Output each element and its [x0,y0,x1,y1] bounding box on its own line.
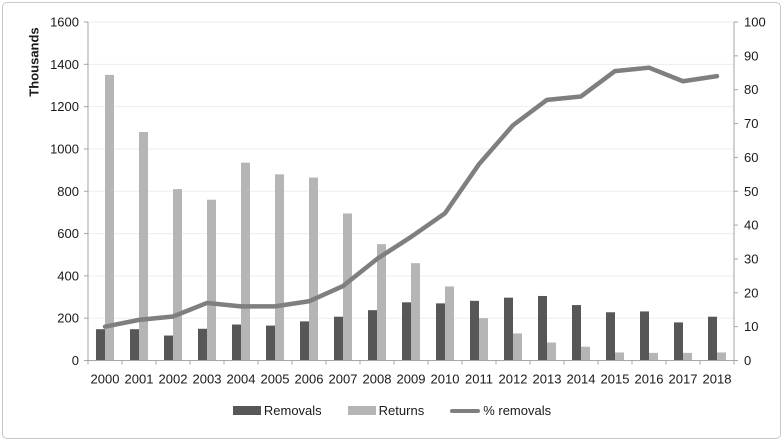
right-axis-tick-label: 90 [744,48,758,63]
right-axis-tick-label: 60 [744,150,758,165]
x-axis-label: 2010 [431,372,460,387]
bar-returns-2003 [207,199,216,361]
left-axis-tick-label: 1400 [50,57,79,72]
bar-removals-2006 [300,321,309,361]
right-axis-tick-label: 100 [744,15,766,30]
bar-returns-2014 [581,346,590,361]
legend-item-percent-removals: % removals [450,403,551,418]
bar-returns-2012 [513,333,522,361]
bar-returns-2013 [547,342,556,361]
removals-swatch-icon [232,406,261,415]
bar-removals-2016 [640,311,649,361]
x-axis-label: 2001 [125,372,154,387]
bar-returns-2017 [683,352,692,361]
bar-removals-2011 [470,300,479,361]
x-axis-label: 2008 [363,372,392,387]
right-axis-tick-label: 30 [744,251,758,266]
x-axis-label: 2017 [669,372,698,387]
right-axis-tick-label: 40 [744,218,758,233]
bar-returns-2018 [717,352,726,361]
bar-removals-2012 [504,297,513,361]
bar-removals-2001 [130,329,139,361]
bar-returns-2015 [615,352,624,361]
bar-removals-2017 [674,322,683,361]
bar-returns-2016 [649,352,658,361]
bar-removals-2007 [334,316,343,361]
left-axis-tick-label: 200 [57,311,79,326]
right-axis-tick-label: 70 [744,116,758,131]
bar-removals-2000 [96,329,105,361]
bar-removals-2010 [436,303,445,361]
bar-returns-2008 [377,244,386,361]
bar-returns-2002 [173,189,182,361]
legend-label-returns: Returns [378,403,425,418]
x-axis-label: 2009 [397,372,426,387]
x-axis-label: 2006 [295,372,324,387]
right-axis-tick-label: 50 [744,184,758,199]
bar-removals-2014 [572,305,581,361]
left-axis-tick-label: 0 [72,353,79,368]
legend-item-removals: Removals [232,403,322,418]
bar-removals-2015 [606,312,615,361]
legend-item-returns: Returns [347,403,425,418]
bar-returns-2011 [479,318,488,361]
bar-removals-2002 [164,335,173,361]
bar-removals-2004 [232,324,241,361]
bar-returns-2004 [241,162,250,361]
x-axis-label: 2004 [227,372,256,387]
legend-label-percent-removals: % removals [483,403,552,418]
percent-removals-line [102,65,720,329]
x-axis-label: 2015 [601,372,630,387]
x-axis-label: 2007 [329,372,358,387]
bar-returns-2010 [445,286,454,361]
bar-removals-2013 [538,295,547,361]
x-axis-label: 2002 [159,372,188,387]
x-axis-label: 2013 [533,372,562,387]
x-axis-label: 2012 [499,372,528,387]
x-axis-label: 2016 [635,372,664,387]
bar-returns-2005 [275,174,284,361]
percent-removals-swatch-icon [450,408,481,413]
bar-removals-2018 [708,316,717,361]
x-axis-label: 2014 [567,372,596,387]
returns-swatch-icon [347,406,376,415]
bar-removals-2003 [198,328,207,361]
legend-label-removals: Removals [263,403,322,418]
left-axis-tick-label: 800 [57,184,79,199]
bar-returns-2007 [343,213,352,361]
left-axis-title: Thousands [26,27,42,97]
right-axis-tick-label: 80 [744,82,758,97]
x-axis-label: 2005 [261,372,290,387]
bar-returns-2009 [411,263,420,361]
right-axis-tick-label: 10 [744,319,758,334]
bar-returns-2001 [139,132,148,361]
left-axis-tick-label: 1200 [50,99,79,114]
bar-removals-2008 [368,310,377,361]
left-axis-tick-label: 600 [57,226,79,241]
x-axis-label: 2000 [91,372,120,387]
left-axis-tick-label: 400 [57,268,79,283]
left-axis-tick-label: 1600 [50,15,79,30]
right-axis-tick-label: 20 [744,285,758,300]
bar-returns-2006 [309,177,318,361]
bar-returns-2000 [105,74,114,361]
bar-removals-2005 [266,325,275,361]
left-axis-tick-label: 1000 [50,141,79,156]
chart-legend: Removals Returns % removals [0,403,784,418]
x-axis-label: 2018 [703,372,732,387]
bar-removals-2009 [402,302,411,361]
x-axis-label: 2011 [465,372,493,387]
x-axis-label: 2003 [193,372,222,387]
right-axis-tick-label: 0 [744,353,751,368]
